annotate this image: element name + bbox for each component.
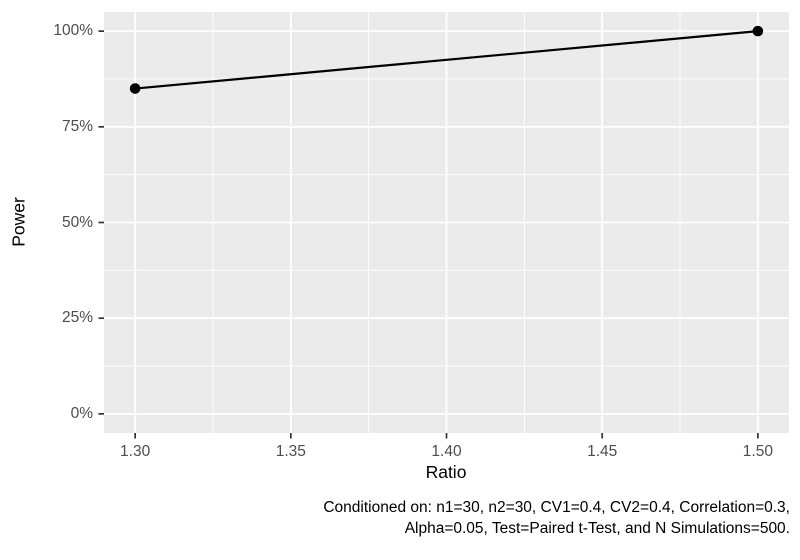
y-tick-label: 0% — [70, 404, 93, 422]
y-tick-label: 50% — [61, 213, 93, 231]
x-tick-label: 1.45 — [587, 443, 618, 460]
x-tick-label: 1.35 — [275, 443, 306, 460]
y-tick-label: 25% — [61, 309, 93, 327]
x-tick-label: 1.40 — [431, 443, 462, 460]
x-tick-label: 1.30 — [120, 443, 151, 460]
x-axis-title: Ratio — [425, 462, 467, 482]
y-tick-label: 100% — [53, 22, 93, 40]
caption-line-1: Conditioned on: n1=30, n2=30, CV1=0.4, C… — [323, 499, 790, 516]
plot-caption: Conditioned on: n1=30, n2=30, CV1=0.4, C… — [323, 497, 790, 539]
y-tick-label: 75% — [61, 117, 93, 135]
y-axis-title: Power — [8, 197, 29, 247]
caption-line-2: Alpha=0.05, Test=Paired t-Test, and N Si… — [404, 520, 790, 537]
x-tick-label: 1.50 — [742, 443, 773, 460]
